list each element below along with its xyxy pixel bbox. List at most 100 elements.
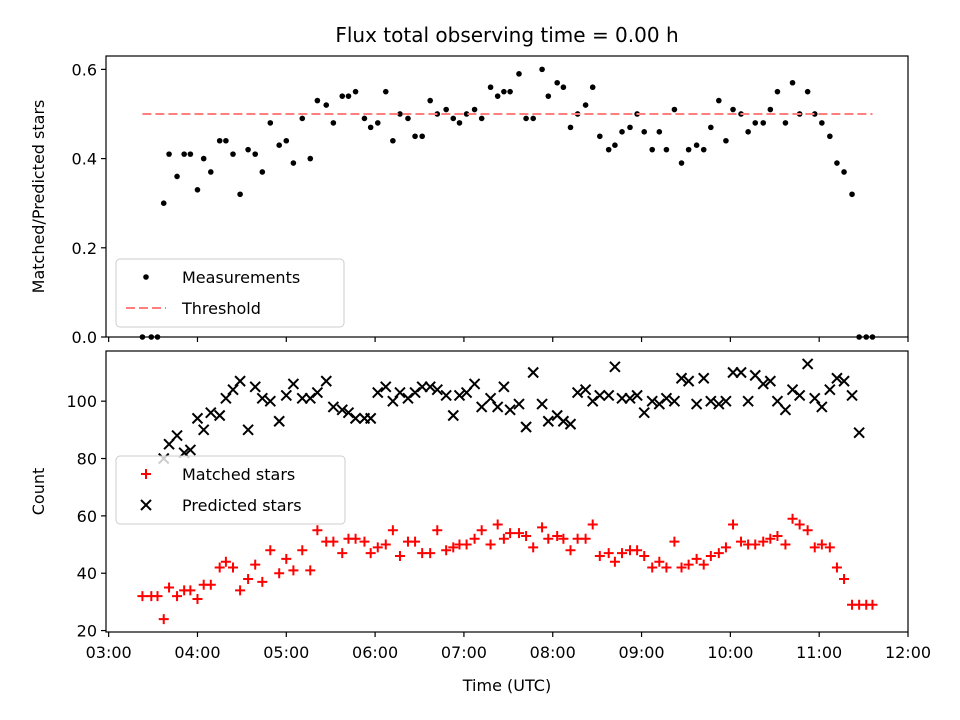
data-point <box>265 545 276 556</box>
data-point <box>425 548 436 559</box>
data-point <box>431 384 443 396</box>
data-point <box>214 562 225 573</box>
data-point <box>330 120 337 126</box>
data-point <box>521 530 532 541</box>
data-point <box>537 522 548 533</box>
data-point <box>802 525 813 536</box>
data-point <box>287 378 300 390</box>
data-point <box>564 418 577 430</box>
data-point <box>849 191 855 198</box>
data-point <box>166 151 172 157</box>
legend-frame <box>115 258 345 328</box>
data-point <box>245 146 251 153</box>
plot-frame <box>105 55 909 338</box>
data-point <box>484 392 497 405</box>
data-point <box>191 412 204 425</box>
data-point <box>745 129 751 135</box>
data-point <box>816 539 827 550</box>
data-point <box>361 115 368 122</box>
data-point <box>612 142 618 149</box>
data-point <box>713 548 724 559</box>
data-point <box>767 106 774 113</box>
data-point <box>558 533 569 544</box>
panels-layer: 0.0 0.2 0.4 0.6 Matched/Predicted stars Measu… <box>29 55 931 662</box>
data-point <box>824 542 835 553</box>
data-point <box>367 124 374 131</box>
data-point <box>352 88 359 95</box>
data-point <box>824 384 836 396</box>
data-point <box>811 111 818 117</box>
data-point <box>617 548 628 559</box>
data-point <box>779 404 792 416</box>
data-point <box>794 519 805 530</box>
data-point <box>192 594 203 605</box>
data-point <box>841 169 847 175</box>
y-tick-label: 80 <box>77 450 97 469</box>
x-tick-label: 10:00 <box>707 643 753 662</box>
plot-frame <box>105 350 909 633</box>
data-point <box>498 533 509 544</box>
data-point <box>638 406 650 419</box>
data-point <box>257 576 268 587</box>
data-point <box>320 375 332 387</box>
legend-frame <box>115 455 346 525</box>
data-point <box>234 375 246 387</box>
data-point <box>223 137 229 144</box>
data-point <box>314 97 321 104</box>
data-point <box>250 559 261 570</box>
data-point <box>274 568 285 579</box>
data-point <box>683 559 694 570</box>
data-point <box>682 375 695 387</box>
y-tick-label: 0.4 <box>72 150 97 169</box>
data-point <box>172 591 183 602</box>
data-point <box>693 142 700 149</box>
data-point <box>661 562 672 573</box>
data-point <box>594 551 605 562</box>
data-point <box>816 401 828 413</box>
data-point <box>647 562 658 573</box>
data-point <box>580 533 591 544</box>
data-point <box>723 137 729 144</box>
data-point <box>819 120 825 126</box>
data-point <box>374 120 381 126</box>
data-point <box>242 424 254 436</box>
x-tick-label: 05:00 <box>263 643 309 662</box>
data-point <box>187 151 194 157</box>
data-point <box>605 146 612 153</box>
x-tick-label: 11:00 <box>796 643 842 662</box>
data-point <box>789 79 796 86</box>
legend: Matched stars Predicted stars <box>115 455 346 525</box>
data-point <box>290 160 297 166</box>
series-measurements <box>139 66 876 340</box>
data-point <box>230 151 236 157</box>
data-point <box>181 151 187 157</box>
x-tick-label: 03:00 <box>86 643 132 662</box>
data-point <box>365 548 376 559</box>
data-point <box>801 358 814 370</box>
data-point <box>273 415 285 427</box>
data-point <box>380 539 391 550</box>
data-point <box>307 155 314 162</box>
data-point <box>713 398 725 410</box>
data-point <box>200 155 207 162</box>
data-point <box>492 519 503 530</box>
x-tick-label: 04:00 <box>174 643 220 662</box>
data-point <box>774 88 781 95</box>
data-point <box>205 579 216 590</box>
data-point <box>609 361 621 373</box>
data-point <box>668 395 681 407</box>
y-tick-label: 60 <box>77 507 97 526</box>
data-point <box>735 366 747 379</box>
chart-title: Flux total observing time = 0.00 h <box>335 23 678 47</box>
data-point <box>174 173 180 180</box>
data-point <box>382 88 389 95</box>
data-point <box>552 530 563 541</box>
data-point <box>587 519 598 530</box>
data-point <box>675 372 688 384</box>
data-point <box>804 88 811 95</box>
data-point <box>545 93 552 99</box>
data-point <box>410 536 421 547</box>
data-point <box>705 395 717 407</box>
data-point <box>494 93 501 99</box>
data-point <box>513 528 524 539</box>
